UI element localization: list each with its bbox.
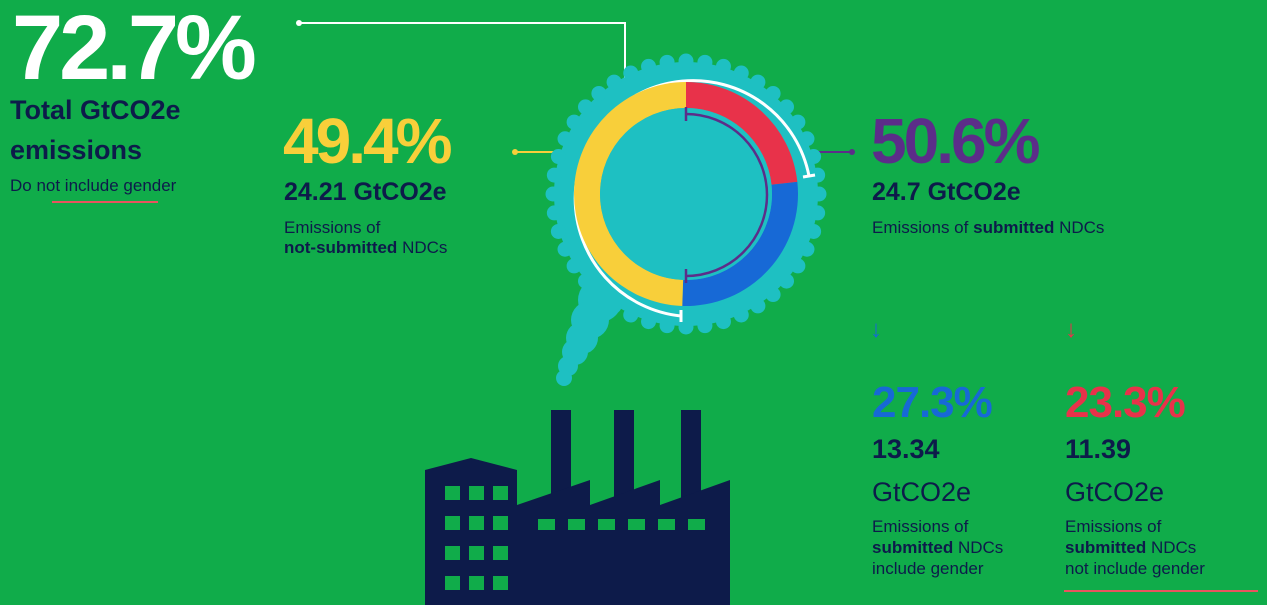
donut-slice-submitted-ndcs-include-gender [682, 181, 798, 306]
desc-suffix: NDCs [957, 538, 1004, 557]
factory-window [493, 516, 508, 530]
donut-chart [573, 82, 798, 306]
factory-window [628, 519, 645, 530]
factory-window [469, 546, 484, 560]
submitted-no-gender-unit: GtCO2e [1065, 477, 1165, 507]
factory-window [469, 516, 484, 530]
not-submitted-value: 24.21 GtCO2e [284, 178, 447, 206]
desc-bold: not-submitted [284, 238, 398, 257]
submitted-no-gender-percent: 23.3% [1065, 378, 1186, 427]
total-note: Do not include gender [10, 176, 177, 195]
submitted-arc [685, 112, 769, 278]
total-label: Total GtCO2e emissions [10, 95, 181, 165]
factory-window [658, 519, 675, 530]
not-submitted-percent: 49.4% [283, 105, 452, 177]
desc-suffix: NDCs [1150, 538, 1197, 557]
donut-slice-submitted-ndcs-not-include-gender [686, 82, 798, 185]
factory-icon [425, 410, 730, 605]
arrow-down-icon: ↓ [1065, 316, 1077, 343]
not-submitted-description: Emissions of not-submitted NDCs [284, 218, 447, 258]
desc-bold: submitted [872, 538, 954, 557]
submitted-gender-percent: 27.3% [872, 378, 993, 427]
factory-window [445, 546, 460, 560]
desc-line3: include gender [872, 559, 984, 578]
not-submitted-connector-dot [512, 149, 518, 155]
desc-bold: submitted [973, 218, 1055, 237]
submitted-connector-dot [849, 149, 855, 155]
factory-window [445, 516, 460, 530]
factory-window [493, 486, 508, 500]
factory-window [469, 486, 484, 500]
submitted-gender-unit: GtCO2e [872, 477, 972, 507]
total-arc-cap-end [802, 173, 816, 179]
desc-suffix: NDCs [402, 238, 448, 257]
donut-center [600, 108, 772, 280]
submitted-no-gender-description: Emissions of submitted NDCs not include … [1065, 516, 1265, 579]
factory-window [538, 519, 555, 530]
total-percent: 72.7% [12, 0, 257, 99]
no-gender-underline [1064, 590, 1258, 592]
total-connector-dot [296, 20, 302, 26]
total-note-underline [52, 201, 158, 203]
factory-window [598, 519, 615, 530]
donut-slice-not-submitted-ndcs [573, 82, 686, 306]
desc-line3: not include gender [1065, 559, 1205, 578]
desc-bold: submitted [1065, 538, 1147, 557]
desc-prefix: Emissions of [872, 218, 969, 237]
desc-prefix: Emissions of [872, 517, 969, 536]
submitted-description: Emissions of submitted NDCs [872, 218, 1104, 238]
factory-window [469, 576, 484, 590]
arrow-down-icon: ↓ [870, 316, 882, 343]
submitted-gender-description: Emissions of submitted NDCs include gend… [872, 516, 1062, 579]
submitted-no-gender-value: 11.39 [1065, 434, 1132, 464]
factory-window [493, 546, 508, 560]
factory-window [568, 519, 585, 530]
submitted-percent: 50.6% [871, 105, 1040, 177]
desc-prefix: Emissions of [284, 218, 381, 237]
submitted-value: 24.7 GtCO2e [872, 178, 1021, 206]
total-connector-line [299, 22, 626, 90]
factory-window [445, 486, 460, 500]
factory-window [445, 576, 460, 590]
factory-window [688, 519, 705, 530]
desc-prefix: Emissions of [1065, 517, 1162, 536]
desc-suffix: NDCs [1059, 218, 1105, 237]
factory-window [493, 576, 508, 590]
submitted-gender-value: 13.34 [872, 434, 940, 464]
